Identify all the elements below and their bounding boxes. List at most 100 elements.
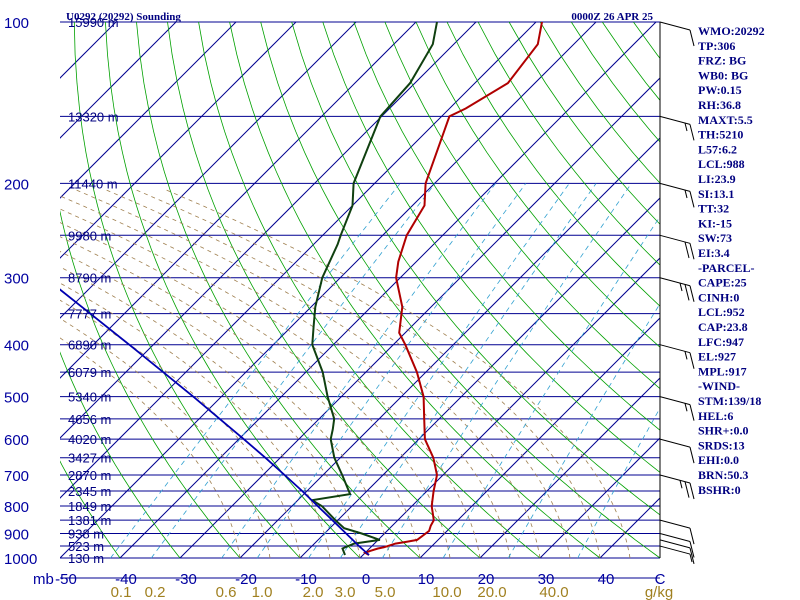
isotherm-line — [60, 22, 297, 259]
wind-barb-shaft — [659, 438, 691, 448]
moist-adiabat-line — [60, 208, 481, 559]
temp-tick-label: 40 — [598, 571, 615, 588]
stability-index: LCL:988 — [698, 157, 745, 171]
height-label: 15990 m — [68, 15, 119, 30]
wind-barb-flag — [689, 285, 695, 302]
stability-index: SI:13.1 — [698, 187, 734, 201]
mixing-ratio-label: 0.1 — [111, 584, 132, 600]
wind-barb-half — [689, 553, 693, 563]
wind-barb-flag — [689, 404, 695, 421]
stability-index: -WIND- — [698, 379, 740, 393]
stability-index: KI:-15 — [698, 216, 732, 230]
stability-index: TP:306 — [698, 39, 735, 53]
stability-index: WB0: BG — [698, 68, 748, 82]
mixing-ratio-label: 0.2 — [145, 584, 166, 600]
stability-index: LCL:952 — [698, 305, 745, 319]
height-label: 11440 m — [68, 176, 118, 191]
mixing-ratio-line — [577, 407, 660, 559]
dry-adiabat-line — [758, 22, 800, 558]
mixing-ratio-line — [256, 183, 527, 559]
height-label: 4020 m — [68, 432, 111, 447]
height-label: 8790 m — [68, 271, 111, 286]
temp-tick-label: 30 — [538, 571, 555, 588]
wind-barb-shaft — [659, 21, 691, 31]
moist-adiabat-line — [134, 188, 601, 559]
moist-adiabat-line — [60, 317, 271, 559]
stability-index: MPL:917 — [698, 364, 747, 378]
stability-index: PW:0.15 — [698, 83, 742, 97]
moist-adiabat-line — [164, 188, 631, 559]
temp-tick-label: -40 — [115, 571, 137, 588]
dry-adiabat-line — [229, 22, 601, 559]
isotherm-line — [60, 22, 357, 319]
height-label: 13320 m — [68, 109, 119, 124]
height-label: 130 m — [68, 551, 104, 566]
moist-adiabat-line — [60, 337, 241, 559]
dry-adiabat-line — [105, 22, 361, 559]
stability-index: SRDS:13 — [698, 438, 745, 452]
wind-barb-shaft — [659, 519, 691, 529]
pressure-tick-label: 700 — [4, 468, 29, 485]
height-label: 938 m — [68, 526, 104, 541]
mixing-ratio-label: 0.6 — [216, 584, 237, 600]
moist-adiabat-line — [60, 236, 421, 559]
mixing-ratio-unit: g/kg — [645, 584, 673, 600]
wind-barb-flag — [689, 528, 695, 545]
stability-index: WMO:20292 — [698, 24, 765, 38]
isotherm-line — [60, 22, 417, 379]
wind-barb-half — [684, 403, 688, 412]
wind-barb-flag — [689, 243, 695, 260]
mixing-ratio-line — [381, 183, 632, 559]
stability-index: SW:73 — [698, 231, 732, 245]
temp-tick-label: -30 — [175, 571, 197, 588]
height-label: 6890 m — [68, 338, 111, 353]
dry-adiabat-line — [508, 22, 660, 225]
isotherm-line — [419, 317, 660, 559]
moist-adiabat-line — [60, 266, 361, 559]
isotherm-line — [539, 437, 660, 559]
wind-barb-shaft — [659, 532, 691, 542]
stability-index: CAP:23.8 — [698, 320, 748, 334]
mixing-ratio-line — [308, 183, 570, 559]
isotherm-line — [239, 137, 660, 559]
stability-index: TH:5210 — [698, 128, 743, 142]
stability-index: STM:139/18 — [698, 394, 761, 408]
pressure-axis-unit: mb — [33, 571, 54, 588]
mixing-ratio-line — [221, 183, 496, 559]
isotherm-line — [60, 22, 537, 499]
temp-tick-label: -50 — [55, 571, 77, 588]
stability-index: EHI:0.0 — [698, 453, 739, 467]
stability-index: BRN:50.3 — [698, 468, 748, 482]
wind-barb-flag — [684, 284, 690, 301]
dewpoint-trace — [309, 22, 438, 556]
dry-adiabat-line — [322, 22, 660, 473]
dry-adiabat-line — [789, 22, 800, 558]
mixing-ratio-line — [150, 183, 436, 559]
moist-adiabat-line — [60, 222, 451, 559]
dry-adiabat-line — [73, 22, 301, 559]
isotherm-line — [119, 22, 657, 559]
mixing-ratio-label: 2.0 — [303, 584, 324, 600]
temp-tick-label: 10 — [418, 571, 435, 588]
dry-adiabat-line — [291, 22, 660, 516]
temp-axis-unit: C — [655, 571, 666, 588]
height-label: 4656 m — [68, 412, 111, 427]
stability-index: L57:6.2 — [698, 142, 737, 156]
isotherm-line — [299, 197, 660, 559]
dry-adiabat-line — [384, 22, 660, 390]
stability-index: EI:3.4 — [698, 246, 730, 260]
parcel-trace — [60, 288, 370, 556]
wind-barb-half — [679, 282, 683, 292]
wind-barb-flag — [689, 547, 695, 564]
mixing-ratio-label: 20.0 — [477, 584, 506, 600]
stability-index: MAXT:5.5 — [698, 113, 753, 127]
height-label: 1849 m — [68, 499, 111, 514]
pressure-tick-label: 400 — [4, 338, 29, 355]
temp-tick-label: 20 — [478, 571, 495, 588]
moist-adiabat-line — [60, 282, 331, 559]
stability-index: FRZ: BG — [698, 54, 746, 68]
stability-index: CAPE:25 — [698, 276, 747, 290]
height-label: 9980 m — [68, 228, 111, 243]
mixing-ratio-label: 40.0 — [539, 584, 568, 600]
